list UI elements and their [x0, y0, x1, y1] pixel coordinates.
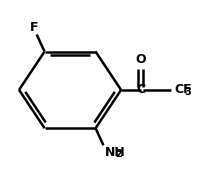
Text: 2: 2: [115, 149, 122, 159]
Text: NH: NH: [104, 146, 125, 159]
Text: O: O: [135, 53, 146, 66]
Text: 3: 3: [184, 87, 191, 97]
Text: CF: CF: [174, 83, 192, 96]
Text: C: C: [136, 83, 145, 96]
Text: F: F: [30, 21, 39, 34]
